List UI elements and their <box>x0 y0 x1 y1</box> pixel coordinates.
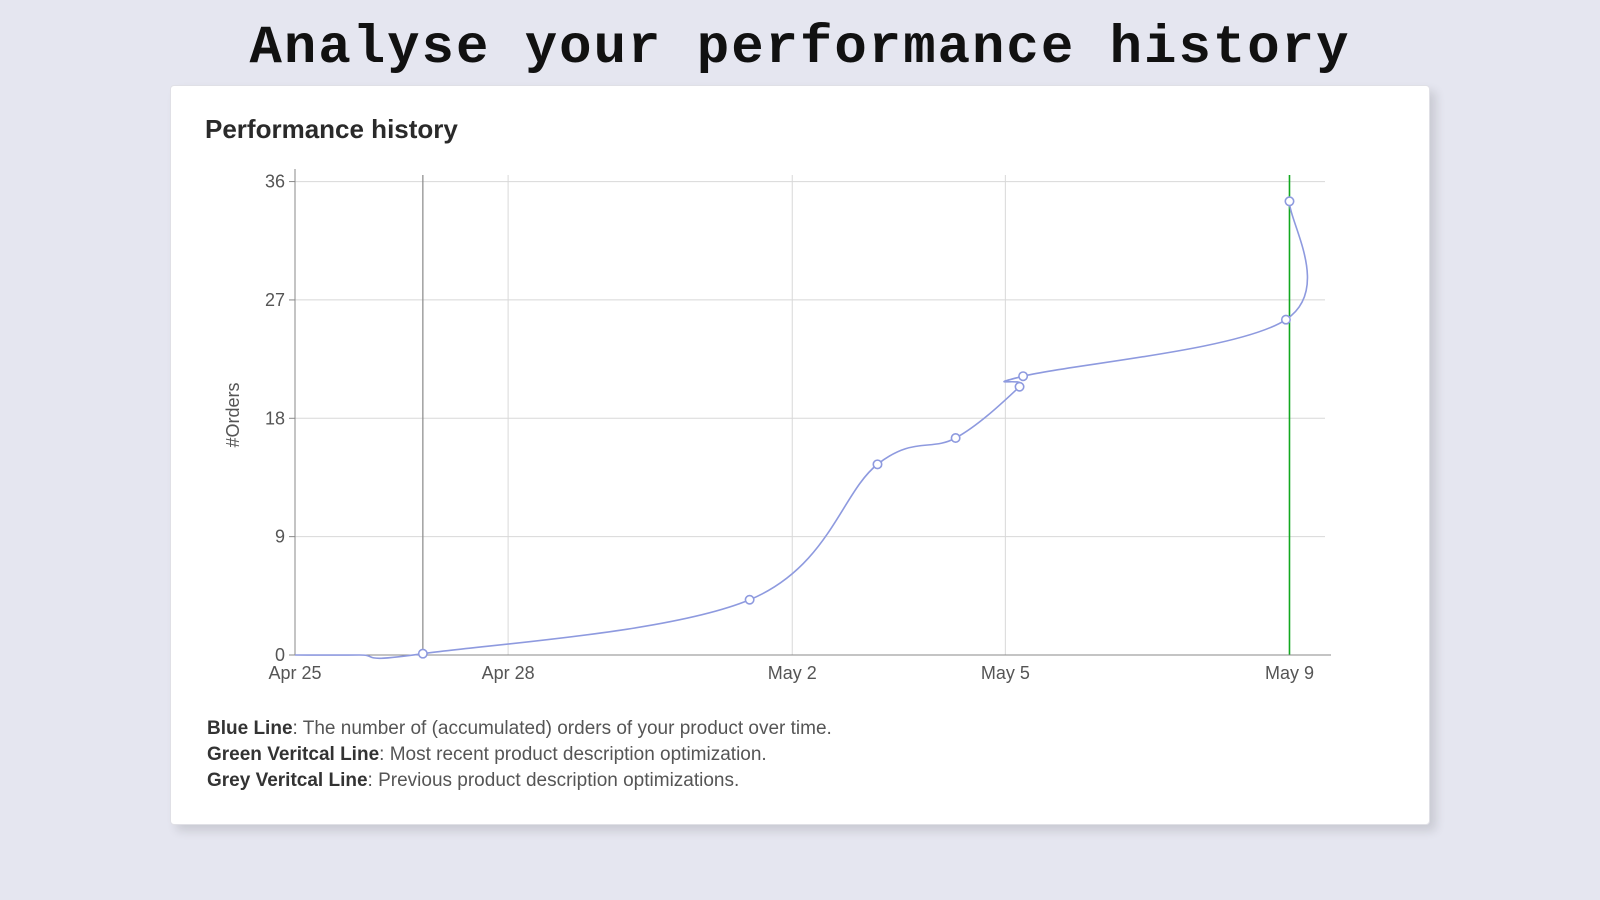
data-point-marker <box>1015 383 1023 391</box>
legend-item-label: Blue Line <box>207 718 293 739</box>
data-point-marker <box>873 460 881 468</box>
performance-card: Performance history 0 9 18 27 36 Apr 25 Apr 28… <box>170 85 1430 825</box>
performance-chart: 0 9 18 27 36 Apr 25 Apr 28 May 2 May 5 May 9 #Orde… <box>205 155 1395 700</box>
x-tick-label: Apr 25 <box>268 663 321 683</box>
legend-item: Green Veritcal Line: Most recent product… <box>207 744 1395 766</box>
orders-line <box>295 201 1307 658</box>
y-tick-label: 9 <box>275 527 285 547</box>
y-tick-label: 0 <box>275 645 285 665</box>
line-chart-svg: 0 9 18 27 36 Apr 25 Apr 28 May 2 May 5 May 9 #Orde… <box>205 155 1385 695</box>
data-point-marker <box>1019 372 1027 380</box>
page-title: Analyse your performance history <box>0 18 1600 79</box>
x-tick-label: Apr 28 <box>482 663 535 683</box>
data-point-marker <box>1282 315 1290 323</box>
x-tick-label: May 9 <box>1265 663 1314 683</box>
y-tick-label: 18 <box>265 408 285 428</box>
data-point-marker <box>419 649 427 657</box>
y-tick-label: 27 <box>265 290 285 310</box>
legend-item: Blue Line: The number of (accumulated) o… <box>207 718 1395 740</box>
legend-item-text: : The number of (accumulated) orders of … <box>293 718 832 739</box>
data-point-marker <box>1285 197 1293 205</box>
legend-item-text: : Most recent product description optimi… <box>379 744 767 765</box>
legend-item-label: Green Veritcal Line <box>207 744 379 765</box>
data-point-marker <box>745 596 753 604</box>
legend-item-text: : Previous product description optimizat… <box>368 770 740 791</box>
chart-legend: Blue Line: The number of (accumulated) o… <box>205 718 1395 792</box>
x-tick-label: May 2 <box>768 663 817 683</box>
legend-item: Grey Veritcal Line: Previous product des… <box>207 770 1395 792</box>
data-point-marker <box>951 434 959 442</box>
legend-item-label: Grey Veritcal Line <box>207 770 368 791</box>
y-axis-label: #Orders <box>223 382 243 447</box>
x-tick-label: May 5 <box>981 663 1030 683</box>
y-tick-label: 36 <box>265 172 285 192</box>
card-title: Performance history <box>205 114 1395 145</box>
